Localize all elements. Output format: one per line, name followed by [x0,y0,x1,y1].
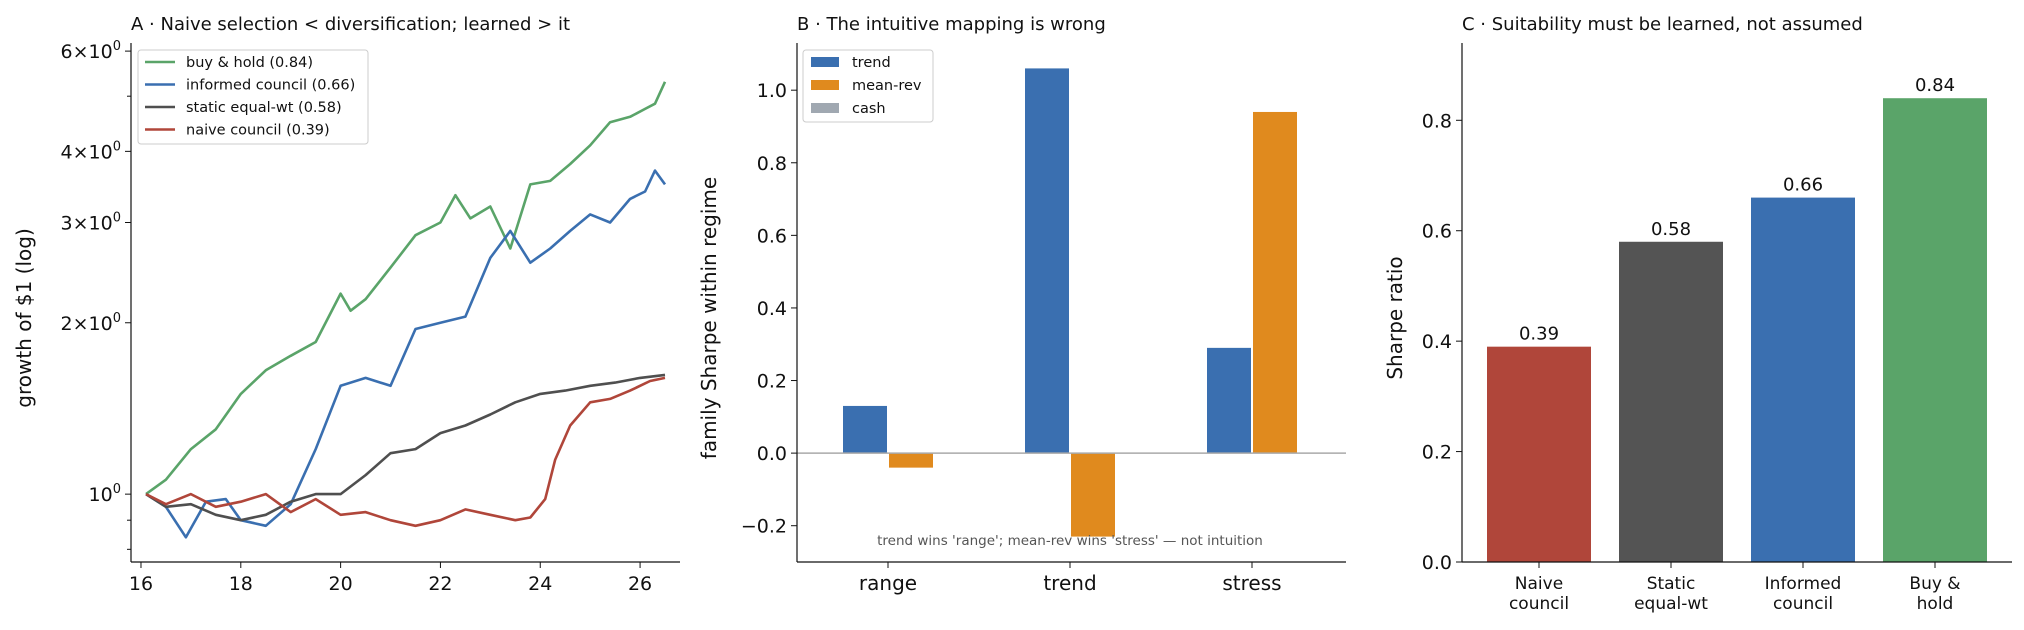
y-tick-label-1: 0.0 [757,443,787,465]
legend-label-1: informed council (0.66) [186,78,355,94]
panel-c-bars: 0.39 0.58 0.66 0.84 [1487,75,1987,562]
panel-b: B · The intuitive mapping is wrong famil… [697,14,1346,595]
legend-label-2: static equal-wt (0.58) [186,100,342,116]
panel-a-ylabel: growth of $1 (log) [12,228,36,407]
legend-label-3: naive council (0.39) [186,123,330,139]
x-tick-label-0: range [859,571,917,595]
series-line-1 [145,169,667,539]
panel-b-bars [843,68,1297,537]
legend-swatch-2 [811,103,839,113]
bar-range-mean-rev [889,453,933,468]
y-tick-label-4: 0.6 [757,225,787,247]
x-tick-label-3: 22 [428,573,452,595]
panel-b-annotation: trend wins 'range'; mean-rev wins 'stres… [877,533,1263,549]
bar-value-label-0: 0.39 [1519,324,1559,345]
legend-swatch-0 [811,57,839,67]
y-tick-label-0: 100 [89,482,121,506]
x-tick-label-2-0: Informed [1765,574,1842,594]
bar-trend-mean-rev [1071,453,1115,537]
y-tick-label-1: 2×100 [61,311,121,335]
x-tick-label-3-1: hold [1917,594,1954,614]
bar-1 [1619,241,1723,562]
series-line-2 [145,373,666,522]
series-line-3 [145,376,666,528]
x-tick-label-4: 24 [528,573,552,595]
bar-trend-trend [1025,68,1069,454]
legend-label-2: cash [852,101,886,117]
y-tick-label-2: 3×100 [61,210,121,234]
series-line-0 [145,81,667,496]
panel-c-axes: 0.00.20.40.60.8NaivecouncilStaticequal-w… [1422,43,2012,614]
x-tick-label-1: trend [1043,571,1096,595]
panel-b-ylabel: family Sharpe within regime [697,177,721,459]
panel-a-lines [145,81,667,539]
y-tick-label-3: 4×100 [61,139,121,163]
panel-b-legend: trend mean-rev cash [802,49,934,123]
panel-b-axes: −0.2 0.0 0.2 0.4 0.6 0.8 1.0 range trend stress [741,43,1346,595]
x-tick-label-0: 16 [129,573,153,595]
legend-frame [137,49,369,145]
legend-label-0: trend [852,55,891,71]
bar-value-label-2: 0.66 [1783,175,1823,196]
x-tick-label-1: 18 [229,573,253,595]
legend-label-1: mean-rev [852,78,922,94]
bar-stress-mean-rev [1253,111,1297,454]
bar-0 [1487,346,1591,562]
y-tick-label-1: 0.2 [1422,442,1452,464]
panel-a-legend: buy & hold (0.84) informed council (0.66)… [137,49,369,145]
y-tick-label-4: 6×100 [61,39,121,63]
y-tick-label-0: 0.0 [1422,552,1452,574]
legend-swatch-1 [811,80,839,90]
bar-2 [1751,197,1855,562]
bar-value-label-3: 0.84 [1915,75,1955,96]
panel-c-title: C · Suitability must be learned, not ass… [1462,14,1863,35]
bar-range-trend [843,405,887,454]
y-tick-label-0: −0.2 [741,516,787,538]
x-tick-label-5: 26 [628,573,652,595]
panel-a-title: A · Naive selection < diversification; l… [131,14,570,35]
panel-c-ylabel: Sharpe ratio [1383,256,1407,379]
x-tick-label-2: stress [1222,571,1281,595]
x-tick-label-2: 20 [329,573,353,595]
y-tick-label-6: 1.0 [757,80,787,102]
y-tick-label-4: 0.8 [1422,110,1452,132]
y-tick-label-5: 0.8 [757,153,787,175]
panel-c: C · Suitability must be learned, not ass… [1383,14,2012,614]
x-tick-label-0-1: council [1509,594,1569,614]
bar-stress-trend [1207,347,1251,454]
x-tick-label-1-0: Static [1647,574,1696,594]
legend-label-0: buy & hold (0.84) [186,55,313,71]
x-tick-label-2-1: council [1773,594,1833,614]
bar-3 [1883,98,1987,562]
x-tick-label-1-1: equal-wt [1634,594,1708,614]
panel-a-axes: 16 18 20 22 24 26 100 2×100 3×100 4×100 6×100 [61,39,680,595]
y-tick-label-2: 0.2 [757,371,787,393]
panel-b-title: B · The intuitive mapping is wrong [797,14,1106,35]
x-tick-label-0-0: Naive [1515,574,1563,594]
y-tick-label-2: 0.4 [1422,331,1452,353]
panel-a: A · Naive selection < diversification; l… [12,14,680,595]
y-tick-label-3: 0.6 [1422,221,1452,243]
bar-value-label-1: 0.58 [1651,219,1691,240]
x-tick-label-3-0: Buy & [1909,574,1960,594]
y-tick-label-3: 0.4 [757,298,787,320]
